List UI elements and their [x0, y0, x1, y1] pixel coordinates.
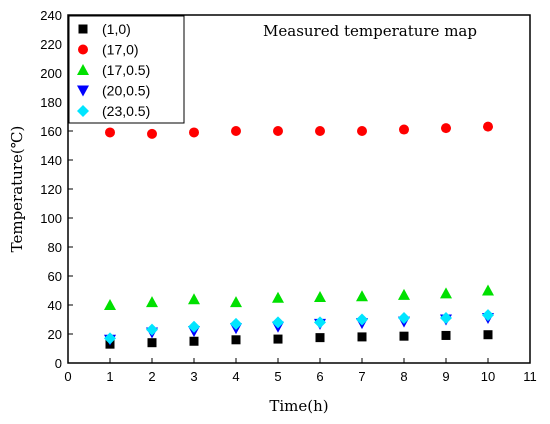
- legend-label: (23,0.5): [102, 103, 150, 119]
- x-tick-label: 0: [64, 369, 71, 384]
- data-point: [398, 312, 410, 325]
- data-point: [273, 334, 283, 344]
- data-point: [314, 291, 326, 303]
- y-tick-label: 120: [40, 182, 62, 197]
- data-point: [483, 330, 493, 340]
- y-tick-label: 160: [40, 124, 62, 139]
- data-point: [230, 317, 242, 330]
- y-tick-label: 20: [48, 327, 62, 342]
- data-point: [441, 123, 451, 134]
- y-tick-label: 140: [40, 153, 62, 168]
- legend-label: (20,0.5): [102, 83, 150, 99]
- data-point: [356, 313, 368, 326]
- data-point: [104, 299, 116, 310]
- y-tick-label: 60: [48, 269, 62, 284]
- data-point: [146, 323, 158, 336]
- y-tick-label: 220: [40, 37, 62, 52]
- data-point: [189, 336, 199, 346]
- x-tick-label: 7: [358, 369, 365, 384]
- axis-ticks: 0 1 2 3 4 5 6 7 8 9 10 11 0 20 40 60 80 100 120 140 160 180 20…: [40, 8, 536, 384]
- data-point: [483, 121, 493, 132]
- x-tick-label: 2: [148, 369, 155, 384]
- x-tick-label: 1: [106, 369, 113, 384]
- data-point: [272, 291, 284, 303]
- data-point: [189, 127, 199, 138]
- y-tick-label: 80: [48, 240, 62, 255]
- data-point: [399, 331, 409, 341]
- x-axis-title: Time(h): [269, 397, 328, 415]
- data-point: [482, 309, 494, 322]
- data-point: [356, 290, 368, 302]
- x-tick-label: 10: [481, 369, 495, 384]
- data-point: [399, 124, 409, 135]
- data-point: [357, 332, 367, 342]
- y-tick-label: 100: [40, 211, 62, 226]
- legend: (1,0) (17,0) (17,0.5) (20,0.5) (23,0.5): [68, 15, 185, 124]
- data-point: [231, 335, 241, 345]
- x-tick-label: 4: [232, 369, 239, 384]
- y-tick-label: 40: [48, 298, 62, 313]
- x-tick-label: 8: [400, 369, 407, 384]
- data-point: [147, 128, 157, 139]
- data-point: [104, 332, 116, 345]
- legend-label: (17,0.5): [102, 62, 150, 78]
- data-point: [146, 296, 158, 308]
- x-tick-label: 5: [274, 369, 281, 384]
- data-point: [440, 287, 452, 299]
- x-tick-label: 11: [523, 369, 537, 384]
- data-point: [273, 126, 283, 136]
- data-point: [231, 126, 241, 136]
- data-marks: [104, 121, 494, 349]
- data-point: [315, 126, 325, 136]
- legend-label: (1,0): [102, 21, 131, 37]
- legend-marker: [77, 85, 89, 97]
- data-point: [188, 320, 200, 333]
- data-point: [357, 126, 367, 136]
- y-tick-label: 200: [40, 66, 62, 81]
- data-point: [272, 316, 284, 329]
- x-tick-label: 6: [316, 369, 323, 384]
- legend-marker: [77, 64, 89, 75]
- chart-title: Measured temperature map: [263, 22, 477, 40]
- data-point: [482, 284, 494, 296]
- y-tick-label: 240: [40, 8, 62, 23]
- legend-marker: [78, 44, 88, 55]
- x-tick-label: 9: [442, 369, 449, 384]
- x-tick-label: 3: [190, 369, 197, 384]
- data-point: [230, 296, 242, 308]
- data-point: [315, 333, 325, 343]
- legend-label: (17,0): [102, 42, 139, 58]
- data-point: [314, 316, 326, 329]
- data-point: [147, 338, 157, 348]
- y-axis-title: Temperature(℃): [8, 126, 26, 253]
- data-point: [441, 330, 451, 340]
- data-point: [188, 293, 200, 305]
- data-point: [105, 127, 115, 138]
- data-point: [440, 312, 452, 325]
- legend-marker: [77, 105, 89, 117]
- legend-marker: [78, 24, 88, 34]
- legend-box: [68, 15, 185, 124]
- y-tick-label: 180: [40, 95, 62, 110]
- data-point: [398, 288, 410, 300]
- y-tick-label: 0: [55, 356, 62, 371]
